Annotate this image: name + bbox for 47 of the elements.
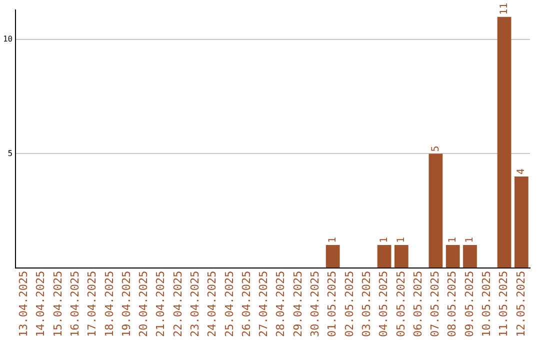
x-tick-label: 13.04.2025 (17, 270, 30, 338)
data-label: 5 (430, 146, 442, 152)
x-tick-label: 25.04.2025 (222, 270, 236, 338)
x-tick-label: 06.05.2025 (411, 270, 424, 338)
x-tick-label: 26.04.2025 (240, 270, 253, 338)
bar (377, 244, 392, 268)
x-tick-label: 27.04.2025 (257, 270, 270, 338)
x-tick-label: 11.05.2025 (497, 270, 510, 338)
x-tick-label: 03.05.2025 (360, 270, 373, 338)
x-tick-label: 01.05.2025 (326, 270, 339, 338)
data-label: 1 (378, 236, 390, 243)
x-tick-label: 20.04.2025 (137, 270, 150, 338)
bar (514, 176, 528, 268)
data-label: 1 (327, 236, 338, 243)
x-tick-label: 16.04.2025 (68, 270, 82, 338)
x-tick-label: 12.05.2025 (514, 270, 528, 338)
bar (446, 244, 460, 268)
data-label: 1 (396, 236, 407, 243)
bar (463, 244, 477, 268)
x-tick-label: 30.04.2025 (308, 270, 322, 338)
x-tick-label: 05.05.2025 (394, 270, 408, 338)
data-label: 1 (464, 236, 476, 243)
x-tick-label: 10.05.2025 (480, 270, 493, 338)
bar (428, 154, 443, 268)
x-tick-label: 08.05.2025 (446, 270, 459, 338)
x-tick-label: 22.04.2025 (171, 270, 184, 338)
x-tick-label: 09.05.2025 (462, 270, 476, 338)
x-tick-label: 07.05.2025 (428, 270, 442, 338)
bar (326, 244, 340, 268)
x-tick-label: 02.05.2025 (342, 270, 356, 338)
data-label: 4 (516, 168, 528, 175)
x-tick-label: 04.05.2025 (377, 270, 390, 338)
data-label: 11 (498, 2, 510, 15)
x-tick-label: 24.04.2025 (206, 270, 219, 338)
x-tick-label: 19.04.2025 (120, 270, 133, 338)
x-tick-label: 23.04.2025 (188, 270, 202, 338)
x-tick-label: 28.04.2025 (274, 270, 288, 338)
bar (497, 16, 512, 268)
x-tick-label: 18.04.2025 (102, 270, 116, 338)
x-tick-label: 17.04.2025 (86, 270, 99, 338)
x-tick-label: 15.04.2025 (51, 270, 64, 338)
x-tick-label: 21.04.2025 (154, 270, 168, 338)
x-tick-label: 29.04.2025 (291, 270, 304, 338)
data-label: 1 (447, 236, 458, 243)
x-tick-label: 14.04.2025 (34, 270, 48, 338)
bar (394, 244, 408, 268)
y-tick-label: 10 (2, 34, 13, 44)
